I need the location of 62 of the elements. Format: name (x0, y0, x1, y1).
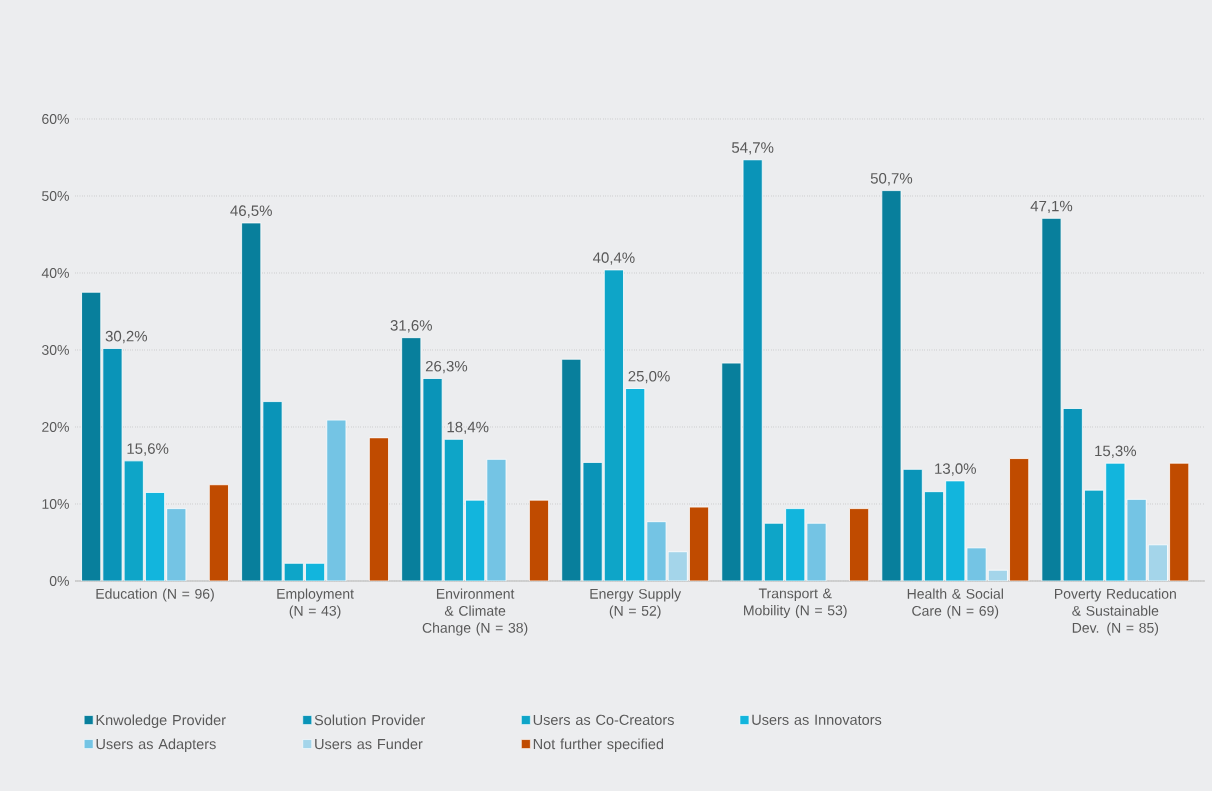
x-tick-label: Education (N = 96) (96, 588, 214, 602)
data-label: 15,6% (127, 443, 169, 456)
x-tick-label: Environment & Climate Change (N = 38) (422, 588, 528, 636)
data-label: 54,7% (731, 142, 774, 155)
bar (742, 159, 763, 581)
data-label: 47,1% (1030, 200, 1073, 214)
bar (582, 462, 603, 581)
bar (1126, 498, 1147, 581)
bar (241, 222, 262, 581)
bar (401, 337, 422, 581)
legend-label: Not further specified (533, 738, 664, 753)
bar (465, 499, 486, 581)
bar (561, 358, 582, 581)
y-tick-label: 30% (41, 345, 69, 355)
bar (689, 506, 710, 581)
bar (528, 499, 549, 581)
data-label: 15,3% (1095, 445, 1137, 458)
y-tick-label: 50% (42, 191, 69, 201)
bar (145, 492, 166, 581)
bar (166, 508, 187, 581)
y-tick-label: 60% (42, 114, 69, 124)
legend-label: Users as Adapters (96, 738, 216, 753)
legend-label: Users as Funder (315, 738, 423, 750)
x-tick-label: Transport & Mobility (N = 53) (744, 588, 847, 619)
bar (422, 378, 443, 581)
data-label: 50,7% (870, 173, 913, 186)
legend-label: Users as Co-Creators (533, 714, 674, 725)
y-tick-label: 20% (42, 422, 69, 432)
legend-label: Users as Innovators (752, 714, 882, 725)
data-label: 18,4% (447, 421, 489, 435)
legend-label: Solution Provider (314, 714, 426, 726)
bar (945, 480, 966, 581)
data-label: 26,3% (425, 360, 468, 374)
x-tick-label: Employment (N = 43) (277, 588, 354, 619)
bar (1105, 462, 1126, 581)
bar (326, 419, 347, 581)
x-tick-label: Energy Supply (N = 52) (590, 588, 682, 619)
bar (849, 508, 870, 581)
bar (625, 388, 646, 581)
legend-label: Knwoledge Provider (96, 714, 226, 729)
bar (81, 291, 102, 581)
data-label: 13,0% (935, 463, 976, 476)
bar (1062, 408, 1083, 581)
data-label: 30,2% (105, 330, 148, 344)
bar (785, 508, 806, 581)
bar (1009, 458, 1030, 581)
x-tick-label: Poverty Reducation & Sustainable Dev. (N = 85) (1055, 588, 1176, 636)
x-tick-label: Health & Social Care (N = 69) (907, 588, 1003, 619)
data-label: 31,6% (390, 320, 432, 333)
data-label: 46,5% (230, 205, 272, 218)
bar (881, 190, 902, 581)
y-tick-label: 0% (49, 576, 69, 586)
data-label: 25,0% (628, 370, 670, 384)
y-tick-label: 40% (41, 268, 69, 278)
bar (368, 437, 389, 581)
bar (208, 484, 229, 581)
bar (1169, 462, 1190, 581)
bar (902, 468, 923, 581)
data-label: 40,4% (592, 252, 635, 265)
y-tick-label: 10% (42, 499, 69, 509)
bar (486, 458, 507, 581)
bar (721, 362, 742, 581)
